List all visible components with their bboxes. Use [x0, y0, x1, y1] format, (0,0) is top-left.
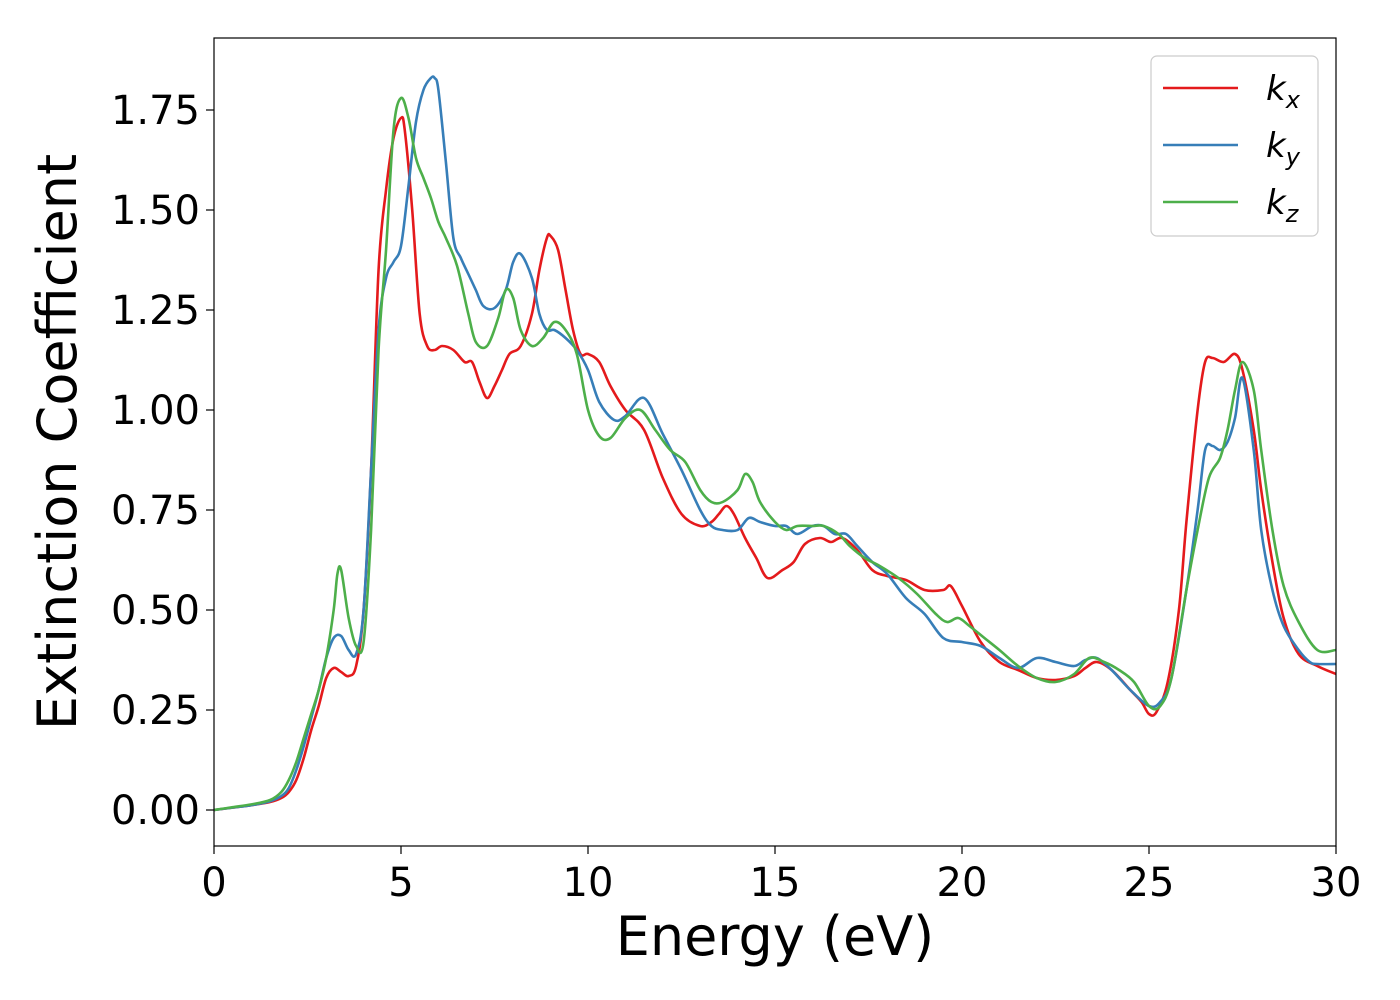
legend-label-z: kz: [1266, 183, 1300, 228]
x-tick-label: 25: [1124, 860, 1175, 906]
x-tick-label: 0: [201, 860, 226, 906]
x-tick-label: 10: [563, 860, 614, 906]
series-line-x: [214, 115, 1336, 812]
y-axis-label: Extinction Coefficient: [26, 154, 89, 730]
legend: kx ky kz: [1150, 55, 1319, 237]
y-tick-label: 1.25: [111, 288, 200, 334]
y-tick-label: 0.25: [111, 688, 200, 734]
x-tick-label: 30: [1311, 860, 1362, 906]
y-tick-label: 0.75: [111, 488, 200, 534]
legend-label-x: kx: [1266, 69, 1301, 114]
x-axis-label: Energy (eV): [616, 905, 935, 968]
series-layer: [214, 75, 1336, 812]
y-tick-label: 1.50: [111, 188, 200, 234]
x-tick-label: 5: [388, 860, 413, 906]
x-axis: 0 5 10 15 20 25 30: [201, 846, 1361, 906]
legend-label-y: ky: [1266, 126, 1301, 171]
y-tick-label: 1.00: [111, 388, 200, 434]
y-tick-label: 0.00: [111, 788, 200, 834]
y-axis: 0.00 0.25 0.50 0.75 1.00 1.25 1.50 1.75: [111, 88, 214, 834]
y-tick-label: 0.50: [111, 588, 200, 634]
series-line-z: [214, 96, 1336, 812]
x-tick-label: 20: [937, 860, 988, 906]
y-tick-label: 1.75: [111, 88, 200, 134]
x-tick-label: 15: [750, 860, 801, 906]
